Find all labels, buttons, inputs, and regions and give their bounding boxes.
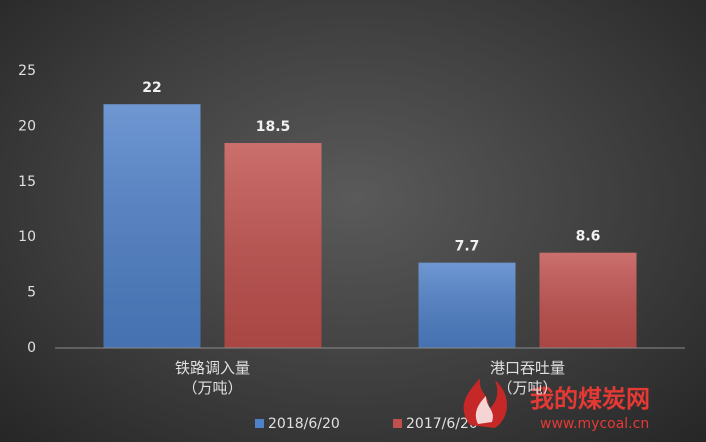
value-label: 18.5 [256,119,291,135]
bar-shade [103,104,201,349]
watermark-url: www.mycoal.cn [540,416,649,432]
legend-swatch [255,419,264,428]
watermark-title: 我的煤炭网 [530,385,650,413]
x-tick-label: 铁路调入量 （万吨） [174,359,250,397]
legend-label: 2017/6/20 [406,416,478,432]
value-label: 8.6 [576,229,601,245]
value-label: 22 [142,80,161,96]
y-tick-label: 0 [27,340,36,356]
y-tick-label: 10 [18,229,36,245]
bar-shade [418,262,516,348]
value-label: 7.7 [455,239,480,255]
x-tick-label: 港口吞吐量 （万吨） [489,359,565,397]
bar-shade [539,252,637,348]
y-tick-label: 20 [18,118,36,134]
y-tick-label: 25 [18,63,36,79]
bar-shade [224,143,322,348]
legend-label: 2018/6/20 [268,416,340,432]
y-tick-label: 15 [18,174,36,190]
legend-swatch [393,419,402,428]
y-tick-label: 5 [27,285,36,301]
watermark-logo [463,378,508,428]
